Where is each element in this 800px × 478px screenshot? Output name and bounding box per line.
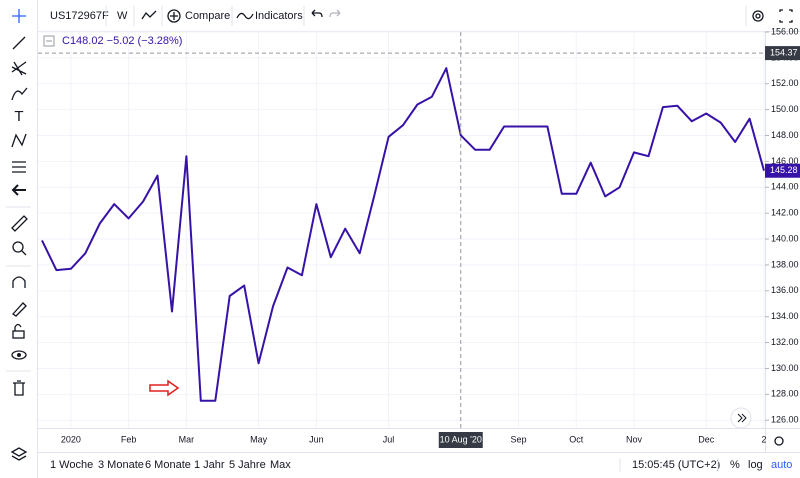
- range-button[interactable]: 3 Monate: [98, 459, 144, 471]
- crosshair-price-box: [765, 46, 800, 61]
- collapse-legend[interactable]: [43, 35, 55, 47]
- indicators[interactable]: Indicators: [255, 10, 303, 22]
- y-tick-label: 140.00: [771, 233, 799, 243]
- undo[interactable]: [311, 9, 323, 18]
- x-tick-label: Jun: [309, 434, 324, 444]
- y-tick-label: 148.00: [771, 130, 799, 140]
- object-tree[interactable]: [10, 447, 28, 461]
- chart-style[interactable]: [141, 10, 157, 20]
- fib-tool[interactable]: [11, 61, 27, 76]
- back-tool[interactable]: [11, 184, 26, 196]
- zoom-tool[interactable]: [12, 241, 24, 253]
- last-price: 145.28: [770, 165, 798, 175]
- y-tick-label: 130.00: [771, 363, 799, 373]
- y-tick-label: 142.00: [771, 208, 799, 218]
- hide-tool[interactable]: [11, 350, 27, 360]
- delete-tool[interactable]: [13, 380, 25, 396]
- interval[interactable]: W: [117, 10, 128, 22]
- y-tick-label: 150.00: [771, 104, 799, 114]
- pattern-tool[interactable]: [11, 133, 27, 148]
- range-button[interactable]: 1 Jahr: [194, 459, 225, 471]
- y-tick-label: 138.00: [771, 259, 799, 269]
- last-price-box: [765, 163, 800, 178]
- range-button[interactable]: Max: [270, 459, 291, 471]
- x-tick-label: Sep: [511, 434, 527, 444]
- magnet-tool[interactable]: [12, 276, 26, 288]
- indicators-icon[interactable]: [236, 12, 254, 20]
- symbol[interactable]: US172967F: [50, 10, 109, 22]
- brush-tool[interactable]: [11, 87, 28, 101]
- x-tick-label: 2: [761, 434, 766, 444]
- y-tick-label: 152.00: [771, 78, 799, 88]
- lock-tool[interactable]: [12, 330, 25, 339]
- scroll-to-realtime[interactable]: [730, 407, 752, 429]
- range-button[interactable]: 5 Jahre: [229, 459, 266, 471]
- y-tick-label: 132.00: [771, 337, 799, 347]
- compare[interactable]: Compare: [185, 10, 230, 22]
- y-tick-label: 144.00: [771, 182, 799, 192]
- prediction-tool[interactable]: [12, 161, 26, 173]
- redo[interactable]: [329, 9, 341, 18]
- cursor-tool[interactable]: [12, 9, 26, 23]
- compare-icon[interactable]: [167, 9, 181, 23]
- annotation-arrow: [149, 379, 180, 397]
- x-tick-label: Nov: [626, 434, 643, 444]
- log-toggle[interactable]: log: [748, 459, 763, 471]
- crosshair-price: 154.37: [770, 47, 798, 57]
- ruler-tool[interactable]: [11, 215, 28, 232]
- y-tick-label: 134.00: [771, 311, 799, 321]
- trend-tool[interactable]: [12, 36, 26, 50]
- text-tool[interactable]: T: [14, 108, 23, 125]
- x-tick-label: Dec: [698, 434, 715, 444]
- y-tick-label: 126.00: [771, 415, 799, 425]
- axis-settings[interactable]: [774, 436, 784, 446]
- range-button[interactable]: 1 Woche: [50, 459, 93, 471]
- x-tick-label: Mar: [179, 434, 195, 444]
- crosshair-date: 10 Aug '20: [440, 434, 482, 444]
- y-tick-label: 156.00: [771, 26, 799, 36]
- left-toolbar: [0, 0, 37, 478]
- x-tick-label: 2020: [61, 434, 81, 444]
- percent-toggle[interactable]: %: [730, 459, 740, 471]
- x-tick-label: Feb: [121, 434, 137, 444]
- crosshair-date-box: [438, 432, 483, 448]
- fullscreen[interactable]: [779, 9, 793, 23]
- x-tick-label: Jul: [383, 434, 395, 444]
- legend: C148.02 −5.02 (−3.28%): [62, 35, 182, 47]
- clock: 15:05:45 (UTC+2): [632, 459, 720, 471]
- stay-drawing[interactable]: [12, 302, 27, 317]
- price-line: [41, 67, 765, 402]
- y-tick-label: 128.00: [771, 389, 799, 399]
- y-tick-label: 146.00: [771, 156, 799, 166]
- auto-toggle[interactable]: auto: [771, 459, 792, 471]
- top-bar: [0, 0, 800, 32]
- range-button[interactable]: 6 Monate: [145, 459, 191, 471]
- x-tick-label: May: [250, 434, 268, 444]
- chart-pane[interactable]: [38, 32, 765, 428]
- x-tick-label: Oct: [569, 434, 584, 444]
- settings[interactable]: [752, 10, 764, 22]
- y-tick-label: 136.00: [771, 285, 799, 295]
